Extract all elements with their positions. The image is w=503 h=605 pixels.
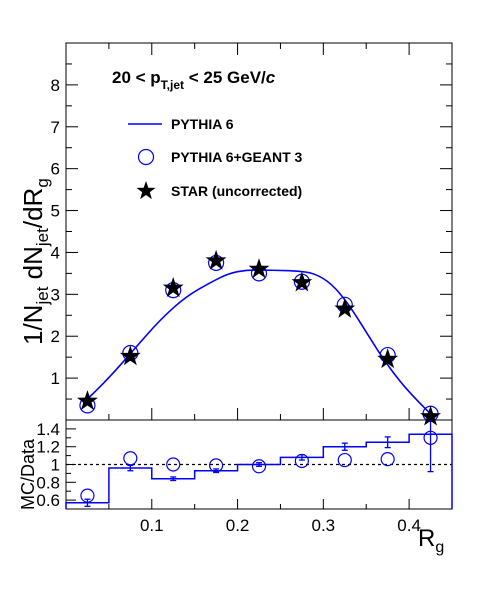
ratio-geant-point <box>380 452 395 467</box>
ratio-geant-point <box>166 457 181 472</box>
x-tick-label: 0.1 <box>140 516 164 535</box>
ratio-y-tick-label: 1.4 <box>36 420 60 439</box>
star-data-point <box>291 271 313 292</box>
legend-circle-swatch <box>137 148 155 166</box>
chart-title: 20 < pT,jet < 25 GeV/c <box>112 68 276 92</box>
star-data-point <box>205 249 227 270</box>
main-y-tick-label: 8 <box>51 76 60 95</box>
legend-label-star: STAR (uncorrected) <box>171 183 302 199</box>
legend-label-pythia6: PYTHIA 6 <box>171 116 234 132</box>
legend-label-pythia6-geant3: PYTHIA 6+GEANT 3 <box>171 149 303 165</box>
star-data-point <box>377 348 399 369</box>
x-tick-label: 0.4 <box>397 516 421 535</box>
ratio-step-histogram <box>65 433 453 509</box>
main-series-layer <box>76 249 442 426</box>
ratio-series-layer <box>65 420 453 509</box>
ratio-y-axis-title: MC/Data <box>18 438 38 510</box>
ratio-geant-point <box>423 430 438 445</box>
star-data-point <box>420 405 442 426</box>
legend: PYTHIA 6 PYTHIA 6+GEANT 3 STAR (uncorrec… <box>128 116 303 200</box>
ratio-geant-point <box>80 488 95 503</box>
ratio-y-tick-label: 0.8 <box>36 473 60 492</box>
main-y-ticks: 1 2 3 4 5 6 7 8 <box>51 43 452 420</box>
main-plot-frame <box>65 42 453 421</box>
x-tick-label: 0.3 <box>312 516 336 535</box>
legend-star-swatch <box>136 181 156 200</box>
main-y-tick-label: 4 <box>51 243 60 262</box>
star-data-point <box>248 258 270 279</box>
ratio-geant-point <box>209 458 224 473</box>
star-data-point <box>119 345 141 366</box>
ratio-geant-point <box>251 459 267 474</box>
star-data-point <box>76 390 98 411</box>
ratio-geant-point <box>123 451 138 466</box>
ratio-y-tick-label: 0.6 <box>36 491 60 510</box>
main-y-tick-label: 3 <box>51 285 60 304</box>
x-tick-label: 0.2 <box>226 516 250 535</box>
x-axis-title: Rg <box>418 525 444 556</box>
main-y-tick-label: 2 <box>51 327 60 346</box>
ratio-y-tick-label: 1 <box>51 456 60 475</box>
ratio-geant-point <box>294 453 309 469</box>
pythia6-curve <box>82 269 432 415</box>
star-data-point <box>162 277 184 297</box>
main-y-tick-label: 5 <box>51 202 60 221</box>
main-y-axis-title: 1/Njet dNjet/dRg <box>18 178 52 345</box>
ratio-geant-point <box>337 452 352 468</box>
star-data-point <box>334 297 356 318</box>
main-y-tick-label: 6 <box>51 160 60 179</box>
main-y-tick-label: 7 <box>51 118 60 137</box>
ratio-y-tick-label: 1.2 <box>36 438 60 457</box>
main-y-tick-label: 1 <box>51 369 60 388</box>
